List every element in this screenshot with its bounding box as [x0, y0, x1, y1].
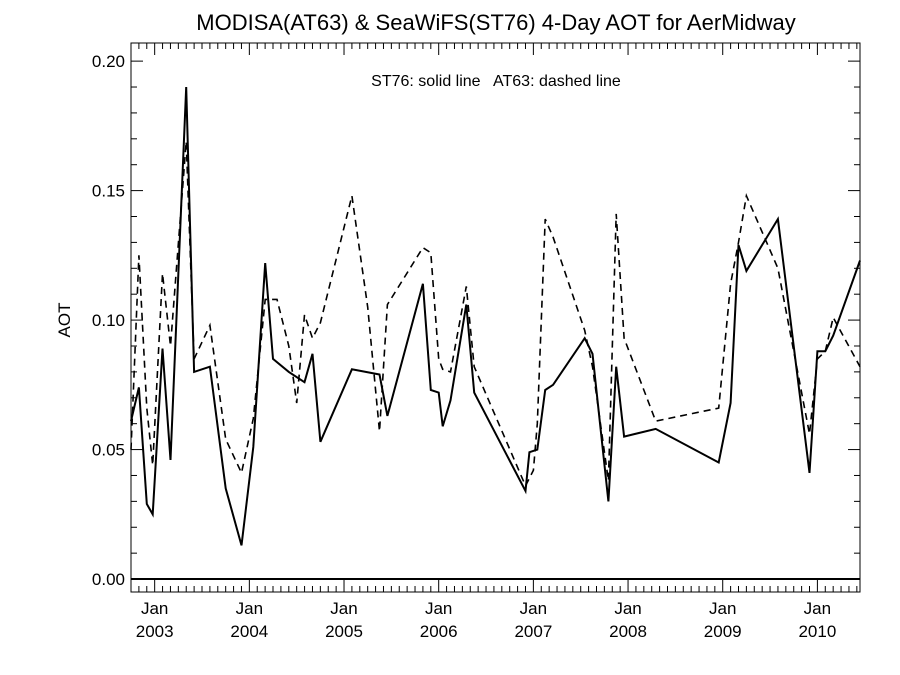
y-tick-label: 0.20 — [92, 52, 125, 71]
x-tick-year-label: 2010 — [798, 622, 836, 641]
x-tick-month-label: Jan — [520, 599, 547, 618]
plot-frame — [130, 42, 861, 593]
y-axis-label: AOT — [55, 303, 74, 338]
y-tick-label: 0.15 — [92, 182, 125, 201]
y-axis-ticks: 0.00 0.05 0.10 0.15 0.20 — [92, 52, 860, 589]
x-tick-month-label: Jan — [614, 599, 641, 618]
x-tick-month-label: Jan — [709, 599, 736, 618]
x-tick-month-label: Jan — [141, 599, 168, 618]
y-tick-label: 0.00 — [92, 570, 125, 589]
x-tick-year-label: 2003 — [136, 622, 174, 641]
x-tick-year-label: 2009 — [704, 622, 742, 641]
legend-note: ST76: solid line AT63: dashed line — [371, 73, 621, 90]
x-axis-ticks: Jan 2003 Jan 2004 Jan 2005 Jan 2006 Jan 2007 Jan 20… — [136, 43, 858, 641]
x-tick-year-label: 2007 — [514, 622, 552, 641]
x-tick-month-label: Jan — [804, 599, 831, 618]
x-tick-month-label: Jan — [330, 599, 357, 618]
chart-title: MODISA(AT63) & SeaWiFS(ST76) 4-Day AOT f… — [196, 10, 795, 35]
y-tick-label: 0.05 — [92, 441, 125, 460]
x-tick-year-label: 2005 — [325, 622, 363, 641]
series-line-at63 — [130, 141, 861, 488]
x-tick-year-label: 2006 — [420, 622, 458, 641]
x-tick-month-label: Jan — [425, 599, 452, 618]
x-tick-year-label: 2008 — [609, 622, 647, 641]
series-layer — [130, 86, 861, 546]
x-tick-month-label: Jan — [236, 599, 263, 618]
x-tick-year-label: 2004 — [230, 622, 268, 641]
y-tick-label: 0.10 — [92, 311, 125, 330]
series-line-st76 — [130, 86, 861, 546]
